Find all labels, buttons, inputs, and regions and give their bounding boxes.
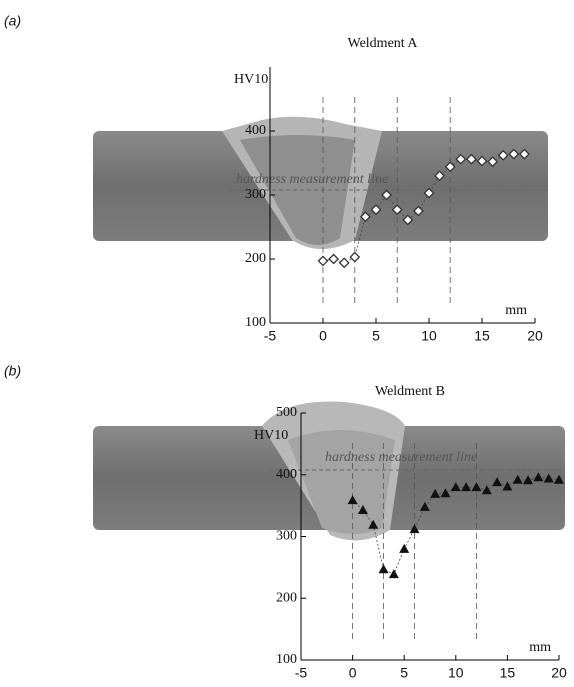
chart-title: Weldment B — [375, 384, 445, 399]
data-point — [359, 211, 371, 223]
x-tick-label: 20 — [527, 328, 543, 344]
data-point — [409, 524, 420, 534]
y-tick-label: 100 — [276, 652, 297, 667]
y-axis-label: HV10 — [234, 72, 268, 87]
data-point — [391, 204, 403, 216]
x-tick-label: 10 — [448, 665, 464, 681]
data-point — [381, 189, 393, 201]
data-point — [492, 477, 503, 487]
data-point — [378, 564, 389, 574]
data-point — [465, 153, 477, 165]
x-tick-label: 5 — [372, 328, 380, 344]
data-point — [347, 495, 358, 505]
data-point — [461, 482, 472, 492]
data-point — [497, 149, 509, 161]
data-point — [399, 543, 410, 553]
data-point — [388, 569, 399, 579]
x-tick-label: -5 — [295, 665, 308, 681]
x-tick-label: 0 — [349, 665, 357, 681]
data-point — [481, 485, 492, 495]
data-point — [502, 481, 513, 491]
data-point — [508, 148, 520, 160]
annotation: hardness measurement line — [236, 172, 388, 187]
x-tick-label: 15 — [474, 328, 490, 344]
data-point — [554, 474, 564, 484]
data-point — [440, 488, 451, 498]
x-tick-label: 15 — [500, 665, 516, 681]
x-tick-label: -5 — [264, 328, 277, 344]
data-point — [434, 170, 446, 182]
data-point — [543, 473, 554, 483]
x-tick-label: 0 — [319, 328, 327, 344]
x-tick-label: 5 — [400, 665, 408, 681]
data-point — [317, 255, 329, 267]
y-tick-label: 400 — [245, 123, 266, 138]
y-tick-label: 300 — [245, 187, 266, 202]
data-point — [450, 482, 461, 492]
x-axis-label: mm — [529, 640, 551, 655]
y-tick-label: 500 — [276, 405, 297, 420]
data-point — [487, 156, 499, 168]
x-tick-label: 20 — [551, 665, 567, 681]
data-point — [370, 204, 382, 216]
panel-label: (a) — [4, 13, 21, 29]
macrograph-b — [93, 401, 565, 541]
y-axis-label: HV10 — [254, 428, 288, 443]
data-point — [476, 155, 488, 167]
data-point — [357, 504, 368, 514]
y-tick-label: 200 — [245, 251, 266, 266]
y-tick-label: 300 — [276, 529, 297, 544]
x-axis-label: mm — [505, 303, 527, 318]
data-point — [512, 474, 523, 484]
data-point — [419, 501, 430, 511]
panel-label: (b) — [4, 363, 21, 379]
data-point — [533, 472, 544, 482]
data-point — [328, 253, 340, 265]
data-point — [338, 257, 350, 269]
data-point — [471, 482, 482, 492]
data-point — [368, 519, 379, 529]
data-point — [523, 475, 534, 485]
y-tick-label: 200 — [276, 590, 297, 605]
data-point — [430, 488, 441, 498]
data-point — [444, 161, 456, 173]
data-point — [518, 148, 530, 160]
chart-title: Weldment A — [347, 36, 418, 51]
data-point — [455, 153, 467, 165]
data-point — [349, 251, 361, 263]
data-point — [402, 214, 414, 226]
trend-line — [322, 153, 525, 264]
macrograph-a — [93, 116, 548, 249]
data-point — [423, 187, 435, 199]
y-tick-label: 400 — [276, 467, 297, 482]
y-tick-label: 100 — [245, 315, 266, 330]
data-point — [412, 205, 424, 217]
x-tick-label: 10 — [421, 328, 437, 344]
annotation: hardness measurement line — [325, 450, 477, 465]
